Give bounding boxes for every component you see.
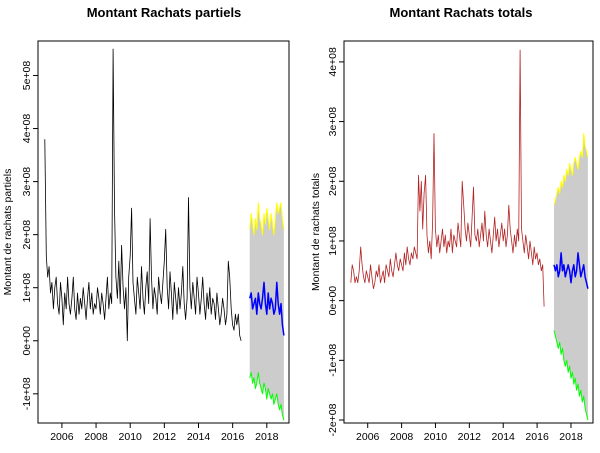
y-tick-label: 2e+08 [327, 166, 339, 196]
y-tick-label: 2e+08 [21, 220, 33, 250]
x-tick-label: 2008 [84, 431, 108, 443]
y-tick-label: 0e+00 [327, 286, 339, 316]
y-tick-label: -1e+08 [327, 344, 339, 377]
x-tick-label: 2006 [50, 431, 74, 443]
lower-bound-line [553, 330, 589, 421]
x-tick-label: 2010 [424, 431, 448, 443]
x-tick-label: 2014 [187, 431, 211, 443]
history-series-line [44, 48, 242, 342]
forecast-series-line [248, 281, 285, 336]
plot-frame [343, 40, 594, 424]
upper-bound-line [249, 202, 285, 236]
x-tick-label: 2018 [255, 431, 279, 443]
y-tick-label: 1e+08 [21, 273, 33, 303]
y-tick-label: 3e+08 [21, 167, 33, 197]
y-axis-ticks: -1e+08 0e+00 1e+08 2e+08 3e+08 4e+08 5e+08 [21, 61, 38, 410]
y-tick-label: -1e+08 [21, 377, 33, 410]
y-axis-ticks: -2e+08 -1e+08 0e+00 1e+08 2e+08 3e+08 4e+08 [327, 47, 344, 437]
y-tick-label: -2e+08 [327, 403, 339, 436]
y-tick-label: 3e+08 [327, 107, 339, 137]
y-axis-label: Montant de rachats partiels [2, 169, 14, 296]
y-axis-label: Montant de rachats totals [310, 173, 322, 291]
history-series-line [350, 49, 545, 307]
y-tick-label: 1e+08 [327, 226, 339, 256]
y-tick-label: 0e+00 [21, 326, 33, 356]
chart-panel-rachats-totals: Montant Rachats totals Montant de rachat… [310, 5, 594, 443]
x-tick-label: 2012 [458, 431, 482, 443]
y-tick-label: 4e+08 [21, 114, 33, 144]
chart-panel-rachats-partiels: Montant Rachats partiels Montant de rach… [2, 5, 290, 443]
forecast-series-line [553, 252, 589, 289]
x-tick-label: 2018 [559, 431, 583, 443]
x-tick-label: 2016 [525, 431, 549, 443]
x-axis-ticks: 2006 2008 2010 2012 2014 2016 2018 [356, 423, 583, 443]
x-tick-label: 2014 [492, 431, 516, 443]
y-tick-label: 4e+08 [327, 47, 339, 77]
x-axis-ticks: 2006 2008 2010 2012 2014 2016 2018 [50, 423, 279, 443]
series-lines [44, 48, 285, 421]
x-tick-label: 2008 [390, 431, 414, 443]
chart-title: Montant Rachats totals [389, 5, 532, 20]
x-tick-label: 2006 [356, 431, 380, 443]
upper-bound-line [553, 133, 589, 206]
x-tick-label: 2016 [221, 431, 245, 443]
chart-title: Montant Rachats partiels [87, 5, 242, 20]
y-tick-label: 5e+08 [21, 61, 33, 91]
x-tick-label: 2010 [119, 431, 143, 443]
series-lines [350, 49, 589, 421]
plot-frame [37, 40, 290, 424]
x-tick-label: 2012 [153, 431, 177, 443]
lower-bound-line [249, 372, 285, 421]
